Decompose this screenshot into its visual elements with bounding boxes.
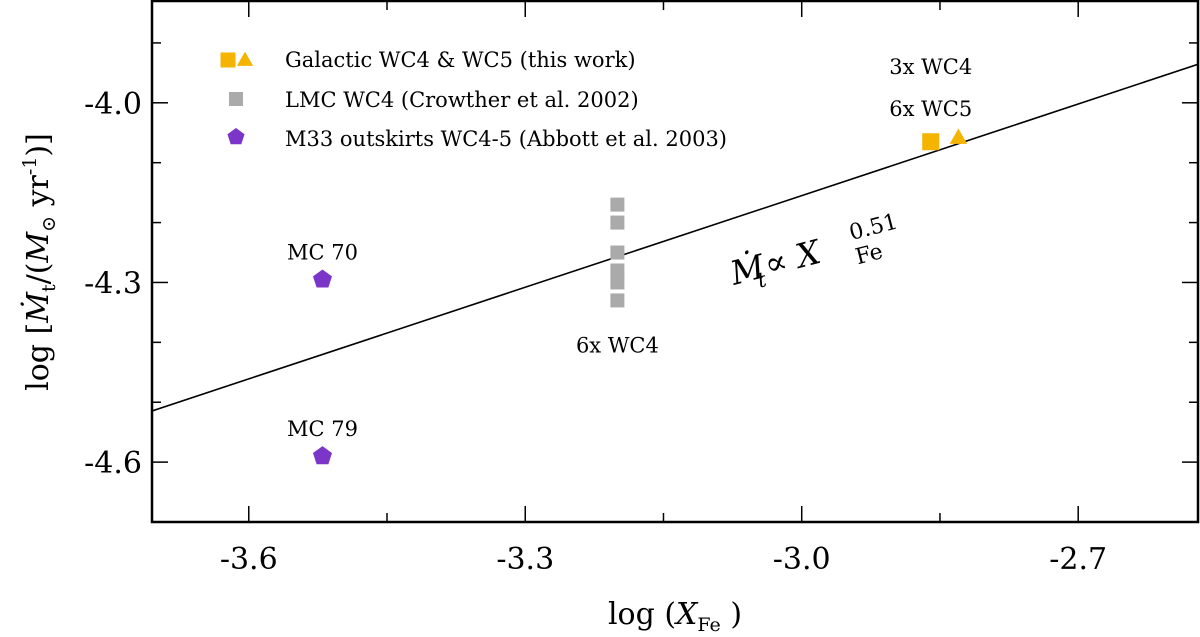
x-axis-title: log (XFe ) — [608, 597, 742, 636]
annotation-label: 6x WC5 — [889, 97, 972, 121]
annotation-label: 6x WC4 — [576, 333, 659, 357]
square-point — [610, 197, 625, 212]
data-points — [312, 128, 968, 465]
pentagon-point — [312, 446, 332, 465]
fit-line — [152, 63, 1198, 412]
y-title-exp: -1 — [19, 157, 41, 176]
square-point — [922, 133, 940, 151]
annotation-label: 3x WC4 — [889, 55, 972, 79]
y-title-prefix: log [ — [21, 323, 56, 391]
axis-ticks: -3.6 -3.3 -3.0 -2.7 -4.0 -4.3 -4.6 — [84, 1, 1198, 577]
legend-marker-pentagon — [227, 128, 245, 145]
y-title-sun: ⊙ — [38, 216, 60, 232]
legend-marker-triangle — [236, 51, 254, 66]
y-title-m: M — [21, 231, 56, 264]
legend-markers — [220, 51, 254, 145]
legend-marker-square — [229, 92, 243, 106]
x-tick-label: -3.6 — [220, 542, 278, 577]
y-title-close: )] — [21, 133, 56, 156]
legend: Galactic WC4 & WC5 (this work) LMC WC4 (… — [220, 48, 727, 151]
fit-line-group — [152, 63, 1198, 412]
legend-label-m33: M33 outskirts WC4-5 (Abbott et al. 2003) — [285, 127, 727, 151]
legend-label-galactic: Galactic WC4 & WC5 (this work) — [285, 48, 636, 72]
x-tick-label: -2.7 — [1049, 542, 1107, 577]
y-axis-title: log [Ṁt/(M⊙ yr-1)] — [19, 133, 60, 391]
square-point — [610, 275, 625, 290]
y-title-slash: /( — [21, 263, 56, 285]
legend-marker-square — [220, 52, 236, 68]
pentagon-point — [312, 269, 332, 288]
y-title-yr: yr — [21, 174, 56, 215]
fit-label-propto-x: ∝ X — [760, 232, 826, 284]
x-title-var: X — [674, 597, 699, 632]
fit-label-sub-fe: Fe — [853, 239, 885, 270]
y-tick-label: -4.3 — [84, 266, 142, 301]
x-title-prefix: log ( — [608, 597, 676, 632]
plot-frame — [150, 0, 1200, 524]
y-title-mdot: Ṁ — [20, 291, 56, 324]
square-point — [610, 245, 625, 260]
annotation-label: MC 70 — [287, 241, 358, 265]
x-tick-label: -3.0 — [773, 542, 831, 577]
triangle-point — [949, 128, 968, 144]
annotations: 3x WC4 6x WC5 6x WC4 MC 70 MC 79 — [287, 55, 972, 441]
square-point — [610, 263, 625, 278]
y-tick-label: -4.0 — [84, 87, 142, 122]
y-title-sub-t: t — [38, 284, 60, 292]
y-tick-label: -4.6 — [84, 446, 142, 481]
x-title-close: ) — [721, 597, 742, 632]
fit-line-label: Ṁ t ∝ X 0.51 Fe — [725, 209, 900, 293]
legend-label-lmc: LMC WC4 (Crowther et al. 2002) — [285, 88, 639, 112]
square-point — [610, 293, 625, 308]
x-tick-label: -3.3 — [496, 542, 554, 577]
x-title-sub: Fe — [697, 614, 720, 636]
annotation-label: MC 79 — [287, 417, 358, 441]
square-point — [610, 215, 625, 230]
